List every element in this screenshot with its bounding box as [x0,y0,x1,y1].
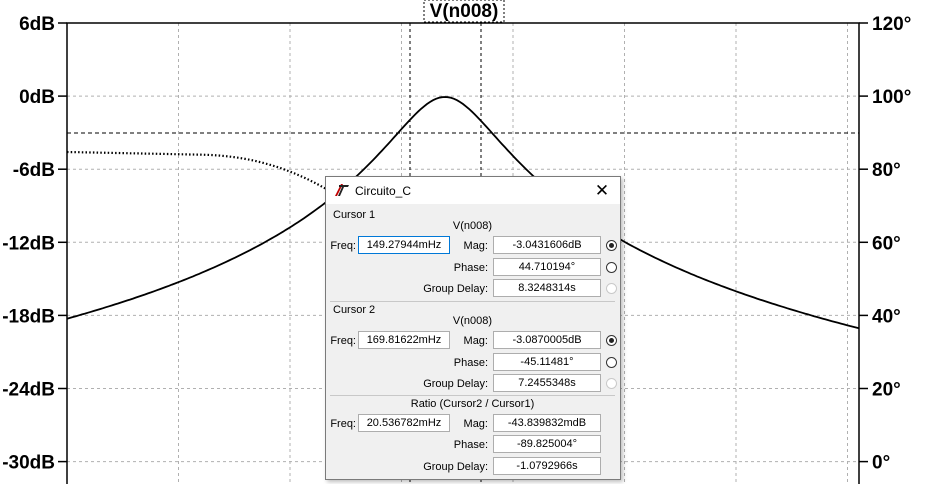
left-tick-label: 0dB [19,87,55,108]
cursor1-gd-label: Group Delay: [423,283,488,295]
left-tick-label: -30dB [2,453,55,474]
trace-label-box[interactable] [423,0,505,23]
cursor1-freq-label: Freq: [330,240,356,252]
ratio-freq-field[interactable]: 20.536782mHz [358,414,450,432]
cursor2-gd-radio[interactable] [606,378,617,389]
dialog-titlebar[interactable]: Circuito_C ✕ [326,177,620,204]
plot-frame [66,22,860,484]
ratio-freq-label: Freq: [330,418,356,430]
cursor2-phase-field[interactable]: -45.11481° [493,353,601,371]
trace-label[interactable]: V(n008) [430,1,499,22]
right-axis: 120° 100° 80° 60° 40° 20° 0° [859,14,911,474]
ratio-mag-field[interactable]: -43.839832mdB [493,414,601,432]
right-tick-label: 100° [872,87,911,108]
cursor1-phase-field[interactable]: 44.710194° [493,258,601,276]
cursor2-freq-label: Freq: [330,335,356,347]
right-tick-label: 0° [872,453,890,474]
close-button[interactable]: ✕ [584,177,620,204]
left-tick-label: -18dB [2,306,55,327]
ratio-phase-field[interactable]: -89.825004° [493,435,601,453]
right-tick-label: 60° [872,233,901,254]
cursor1-header: Cursor 1 [333,209,376,221]
cursor2-mag-label: Mag: [463,335,488,347]
left-axis: 6dB 0dB -6dB -12dB -18dB -24dB -30dB [2,14,67,474]
left-tick-label: 6dB [19,14,55,35]
cursor2-phase-radio[interactable] [606,357,617,368]
cursor1-mag-field[interactable]: -3.0431606dB [493,236,601,254]
cursor2-freq-field[interactable]: 169.81622mHz [358,331,450,349]
cursor2-header: Cursor 2 [333,304,376,316]
right-tick-label: 40° [872,306,901,327]
cursor2-mag-radio[interactable] [606,335,617,346]
right-tick-label: 120° [872,14,911,35]
left-tick-label: -12dB [2,233,55,254]
cursor2-gd-field[interactable]: 7.2455348s [493,374,601,392]
phase-trace [66,150,341,199]
cursor2-gd-label: Group Delay: [423,378,488,390]
cursor1-mag-label: Mag: [463,240,488,252]
right-tick-label: 80° [872,160,901,181]
cursor-dialog: Circuito_C ✕ Cursor 1 V(n008) Freq: 149.… [325,176,621,480]
cursor2-trace: V(n008) [452,315,493,327]
ratio-gd-label: Group Delay: [423,461,488,473]
ratio-gd-field[interactable]: -1.0792966s [493,457,601,475]
cursor2-phase-label: Phase: [453,357,488,369]
right-tick-label: 20° [872,380,901,401]
cursor1-gd-field[interactable]: 8.3248314s [493,279,601,297]
cursor1-mag-radio[interactable] [606,240,617,251]
dialog-title: Circuito_C [355,184,412,198]
cursor1-trace: V(n008) [452,220,493,232]
cursor1-group: Cursor 1 V(n008) Freq: 149.27944mHz Mag:… [330,207,617,299]
left-tick-label: -6dB [13,160,55,181]
cursor1-gd-radio[interactable] [606,283,617,294]
ratio-header: Ratio (Cursor2 / Cursor1) [410,398,535,410]
cursor1-freq-field[interactable]: 149.27944mHz [358,236,450,254]
cursor2-mag-field[interactable]: -3.0870005dB [493,331,601,349]
cursor1-phase-radio[interactable] [606,262,617,273]
cursor1-phase-label: Phase: [453,262,488,274]
cursor2-group: Cursor 2 V(n008) Freq: 169.81622mHz Mag:… [330,301,617,394]
close-icon: ✕ [594,180,610,200]
ltspice-app-icon [335,184,349,196]
ratio-phase-label: Phase: [453,439,488,451]
magnitude-trace [66,96,860,330]
ratio-mag-label: Mag: [463,418,488,430]
ratio-group: Ratio (Cursor2 / Cursor1) Freq: 20.53678… [330,395,615,478]
left-tick-label: -24dB [2,380,55,401]
